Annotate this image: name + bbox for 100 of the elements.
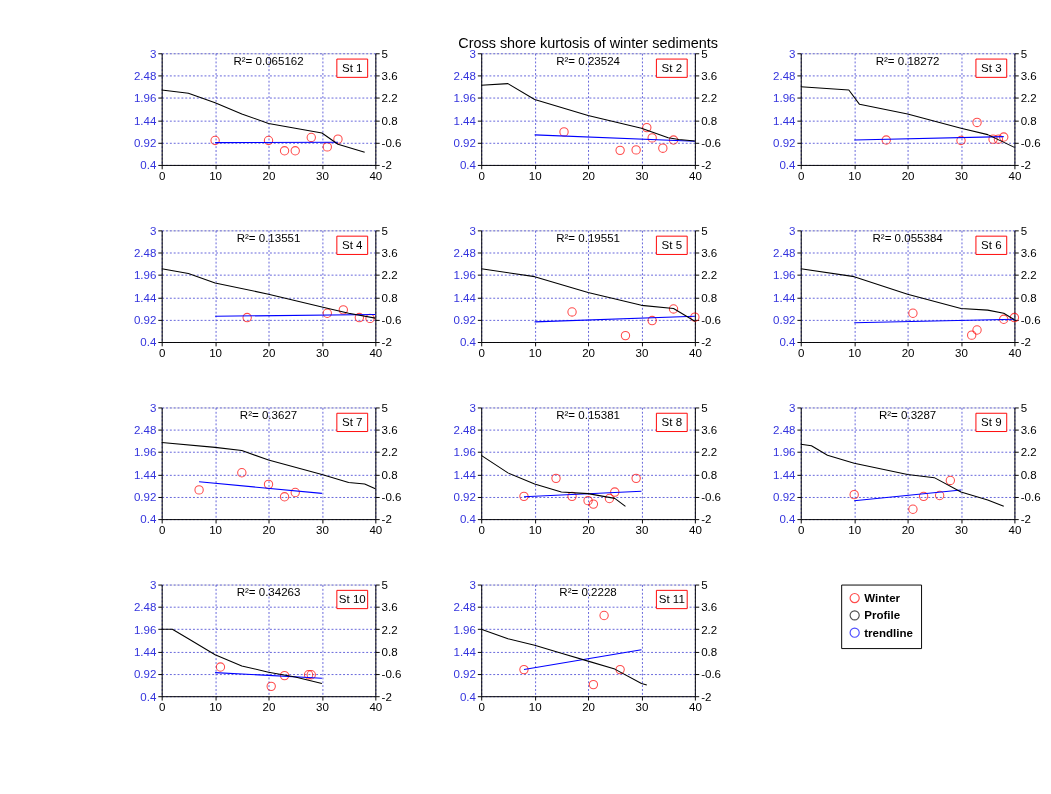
y2-tick-label: 2.2 bbox=[1020, 446, 1037, 459]
annotation: R²= 0.065162 bbox=[233, 54, 304, 67]
y-tick-label: 1.44 bbox=[773, 114, 797, 127]
annotation: R²= 0.34263 bbox=[236, 586, 301, 599]
point bbox=[668, 304, 679, 314]
annotation: R²= 0.055384 bbox=[872, 231, 944, 244]
y2-tick-label: -2 bbox=[1020, 159, 1031, 172]
point bbox=[194, 485, 204, 495]
legend-label: trendline bbox=[864, 626, 914, 639]
y2-tick-label: 5 bbox=[381, 401, 389, 414]
point bbox=[583, 495, 593, 506]
y2-tick-label: 3.6 bbox=[701, 247, 718, 260]
y-tick-label: 3 bbox=[789, 224, 796, 237]
point bbox=[210, 135, 220, 146]
y2-tick-label: -0.6 bbox=[1020, 491, 1041, 504]
y-tick-label: 0.4 bbox=[459, 513, 477, 526]
point bbox=[354, 312, 365, 323]
x-tick-label: 10 bbox=[848, 524, 862, 537]
x-tick-label: 30 bbox=[316, 524, 329, 537]
x-tick-label: 0 bbox=[798, 524, 805, 537]
x-tick-label: 10 bbox=[528, 346, 542, 359]
point bbox=[263, 135, 274, 146]
x-tick-label: 0 bbox=[158, 701, 166, 714]
y-tick-label: 1.44 bbox=[133, 468, 157, 481]
y-tick-label: 0.92 bbox=[133, 668, 157, 681]
y2-tick-label: -2 bbox=[381, 159, 392, 172]
x-tick-label: 40 bbox=[688, 169, 702, 182]
x-tick-label: 30 bbox=[316, 169, 329, 182]
y-tick-label: 1.96 bbox=[453, 269, 476, 282]
annotation: St 8 bbox=[661, 416, 683, 429]
point bbox=[668, 135, 679, 145]
y-tick-label: 0.4 bbox=[779, 513, 797, 526]
annotation: R²= 0.23524 bbox=[556, 54, 621, 67]
y-tick-label: 1.44 bbox=[453, 468, 477, 481]
point bbox=[588, 499, 599, 509]
annotation: St 6 bbox=[981, 239, 1002, 252]
x-tick-label: 10 bbox=[209, 701, 222, 714]
x-tick-label: 0 bbox=[798, 169, 805, 182]
y2-tick-label: 3.6 bbox=[1020, 247, 1037, 260]
x-tick-label: 30 bbox=[316, 346, 329, 359]
x-tick-label: 20 bbox=[582, 346, 595, 359]
point bbox=[945, 475, 956, 486]
y-tick-label: 3 bbox=[789, 401, 796, 414]
x-tick-label: 20 bbox=[582, 169, 595, 182]
x-tick-label: 30 bbox=[316, 701, 329, 714]
x-tick-label: 30 bbox=[635, 524, 649, 537]
annotation: St 9 bbox=[981, 416, 1002, 429]
y2-tick-label: 0.8 bbox=[381, 114, 398, 127]
point bbox=[263, 479, 274, 490]
point bbox=[647, 133, 657, 143]
y-tick-label: 0.4 bbox=[140, 159, 157, 172]
y-tick-label: 2.48 bbox=[453, 247, 476, 260]
y-tick-label: 0.92 bbox=[453, 314, 476, 327]
y2-tick-label: 2.2 bbox=[381, 446, 398, 459]
y2-tick-label: -0.6 bbox=[701, 314, 722, 327]
y-tick-label: 1.44 bbox=[453, 291, 477, 304]
y-tick-label: 0.92 bbox=[133, 314, 157, 327]
point bbox=[290, 487, 300, 498]
y-tick-label: 0.4 bbox=[779, 336, 797, 349]
x-tick-label: 0 bbox=[478, 701, 485, 714]
x-tick-label: 10 bbox=[848, 346, 862, 359]
point bbox=[338, 305, 348, 315]
point bbox=[849, 489, 859, 500]
y-tick-label: 1.96 bbox=[133, 92, 157, 105]
x-tick-label: 30 bbox=[635, 701, 649, 714]
point bbox=[615, 145, 625, 156]
y2-tick-label: 2.2 bbox=[381, 623, 398, 636]
y2-tick-label: 3.6 bbox=[381, 247, 398, 260]
legend-label: Profile bbox=[864, 609, 901, 622]
x-tick-label: 0 bbox=[798, 346, 805, 359]
y-tick-label: 2.48 bbox=[453, 424, 476, 437]
annotation: R²= 0.19551 bbox=[556, 231, 620, 244]
y2-tick-label: 0.8 bbox=[701, 468, 718, 481]
x-tick-label: 10 bbox=[528, 701, 542, 714]
y-tick-label: 0.92 bbox=[133, 491, 157, 504]
point bbox=[551, 473, 561, 484]
y2-tick-label: 2.2 bbox=[701, 623, 718, 636]
point bbox=[559, 127, 569, 137]
y-tick-label: 2.48 bbox=[133, 601, 157, 614]
point bbox=[690, 312, 700, 322]
x-tick-label: 0 bbox=[158, 524, 166, 537]
x-tick-label: 0 bbox=[158, 346, 166, 359]
y2-tick-label: -2 bbox=[1020, 336, 1031, 349]
y2-tick-label: 0.8 bbox=[381, 645, 398, 658]
point bbox=[908, 504, 918, 514]
annotation: R²= 0.3627 bbox=[239, 409, 298, 422]
y2-tick-label: 3.6 bbox=[701, 424, 718, 437]
y2-tick-label: -2 bbox=[381, 513, 392, 526]
point bbox=[972, 325, 982, 335]
y2-tick-label: 5 bbox=[1020, 224, 1028, 237]
x-tick-label: 0 bbox=[158, 169, 166, 182]
point bbox=[999, 314, 1009, 324]
point bbox=[604, 493, 615, 504]
y2-tick-label: -0.6 bbox=[381, 136, 402, 149]
y2-tick-label: 3.6 bbox=[381, 601, 398, 614]
point bbox=[1009, 312, 1020, 323]
point bbox=[647, 315, 657, 326]
point bbox=[266, 681, 276, 692]
y-tick-label: 0.92 bbox=[133, 136, 157, 149]
point bbox=[988, 134, 998, 144]
